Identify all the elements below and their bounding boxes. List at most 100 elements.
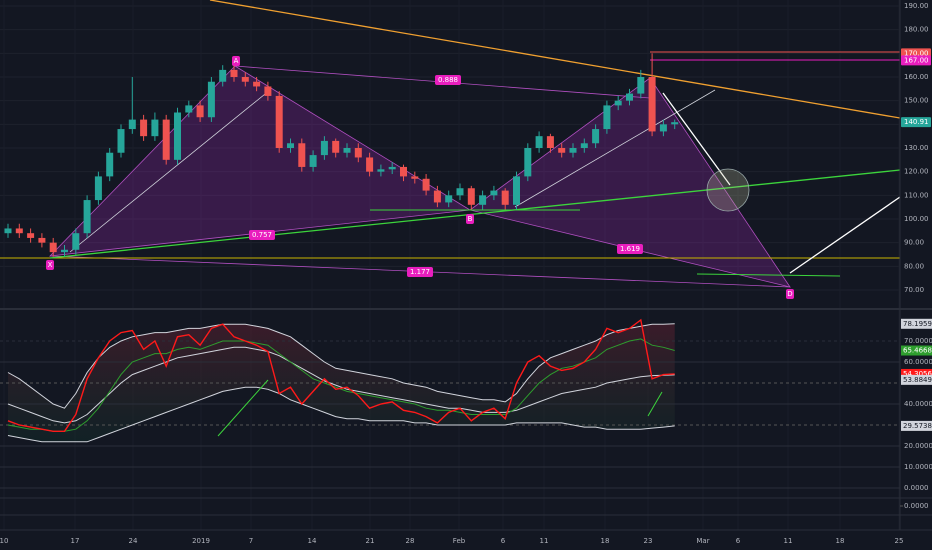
x-tick-label: 11 xyxy=(784,537,793,545)
candle-body xyxy=(185,105,193,113)
value-badge xyxy=(901,318,932,329)
y-tick-label: 130.00 xyxy=(904,144,929,152)
pattern-labels: X A B D 0.888 0.757 1.619 1.177 xyxy=(46,56,794,299)
y-tick-label: 70.0000 xyxy=(904,337,932,345)
candle-body xyxy=(546,136,554,148)
y-tick-label: 70.00 xyxy=(904,286,924,294)
candle-body xyxy=(388,166,396,170)
candle-body xyxy=(535,136,543,148)
candle-body xyxy=(400,166,407,177)
drawing-line xyxy=(69,89,271,253)
candle-body xyxy=(580,143,588,148)
candle-body xyxy=(15,228,23,234)
ratio-badge xyxy=(407,267,433,277)
candle-body xyxy=(671,122,679,125)
indicator-line xyxy=(7,346,675,424)
candle-body xyxy=(467,188,475,205)
trend-line xyxy=(209,0,901,119)
x-tick-label: 18 xyxy=(836,537,845,545)
arrow xyxy=(217,379,269,437)
x-tick-label: 2019 xyxy=(192,537,210,545)
candle-body xyxy=(501,190,509,205)
price-badge-label: 170.00 xyxy=(904,49,929,57)
value-badge xyxy=(901,345,932,356)
target-circle xyxy=(706,168,750,212)
indicator xyxy=(0,318,900,489)
candle-body xyxy=(27,233,35,238)
x-tick-label: 7 xyxy=(249,537,253,545)
ratio-badge xyxy=(249,230,275,240)
ratio-label: 1.619 xyxy=(620,245,640,253)
y-tick-label: 0.0000 xyxy=(904,502,929,510)
value-badge-label: 78.1959 xyxy=(903,320,932,328)
candle-body xyxy=(309,155,317,167)
pattern-badge xyxy=(46,260,54,270)
x-tick-label: 6 xyxy=(736,537,741,545)
x-tick-label: 6 xyxy=(501,537,506,545)
x-tick-label: 18 xyxy=(601,537,610,545)
x-tick-label: Feb xyxy=(453,537,466,545)
candle-body xyxy=(524,148,532,177)
candle-body xyxy=(433,190,441,203)
y-tick-label: 90.00 xyxy=(904,239,924,247)
ratio-label: 0.757 xyxy=(252,231,272,239)
x-tick-label: 21 xyxy=(366,537,375,545)
candle-body xyxy=(94,176,102,201)
candle-body xyxy=(411,176,419,179)
candle-body xyxy=(207,81,215,118)
candle-body xyxy=(174,112,181,160)
y-tick-label: 20.0000 xyxy=(904,442,932,450)
candle-body xyxy=(490,190,498,196)
candle-body xyxy=(343,148,351,153)
x-tick-label: 28 xyxy=(406,537,415,545)
ratio-label: 0.888 xyxy=(438,76,458,84)
candle-body xyxy=(298,143,306,167)
y-tick-label: 60.0000 xyxy=(904,358,932,366)
candle-body xyxy=(569,148,577,153)
arrow xyxy=(789,196,901,274)
value-badge-label: 53.8849 xyxy=(903,376,932,384)
candle-body xyxy=(614,100,622,106)
indicator-line xyxy=(7,323,675,409)
indicator-line xyxy=(7,318,675,432)
y-tick-label: 160.00 xyxy=(904,73,929,81)
y-tick-label: 110.00 xyxy=(904,191,929,199)
pattern-label: D xyxy=(787,290,792,298)
candle-body xyxy=(253,81,261,87)
candle-body xyxy=(49,242,57,253)
y-tick-label: 190.00 xyxy=(904,2,929,10)
candle-body xyxy=(230,69,238,77)
ratio-label: 1.177 xyxy=(410,268,430,276)
candle-body xyxy=(128,119,136,130)
candles xyxy=(4,53,679,257)
y-tick-label: 10.0000 xyxy=(904,463,932,471)
x-tick-label: 25 xyxy=(895,537,904,545)
price-badge xyxy=(901,55,931,66)
x-tick-label: 14 xyxy=(308,537,317,545)
candle-body xyxy=(4,228,12,234)
candle-body xyxy=(151,119,159,137)
x-tick-label: Mar xyxy=(696,537,709,545)
pattern-badge xyxy=(232,56,240,66)
indicator-line xyxy=(7,338,675,432)
candle-body xyxy=(456,188,464,196)
y-tick-label: 120.00 xyxy=(904,168,929,176)
candle-body xyxy=(264,86,272,96)
candle-body xyxy=(422,178,430,191)
candle-body xyxy=(558,148,566,153)
candle-body xyxy=(275,95,283,148)
candle-body xyxy=(117,129,125,153)
x-tick-label: 24 xyxy=(129,537,138,545)
candle-body xyxy=(196,105,204,118)
candle-body xyxy=(648,77,656,132)
level-line xyxy=(696,273,841,277)
value-badge-label: 29.5738 xyxy=(903,422,932,430)
candle-body xyxy=(637,77,645,94)
value-badge-label: 54.3056 xyxy=(903,370,932,378)
candle-body xyxy=(592,129,600,144)
y-tick-label: 80.00 xyxy=(904,262,924,270)
y-tick-label: 40.0000 xyxy=(904,400,932,408)
price-badge xyxy=(901,117,931,128)
candle-body xyxy=(38,237,46,243)
